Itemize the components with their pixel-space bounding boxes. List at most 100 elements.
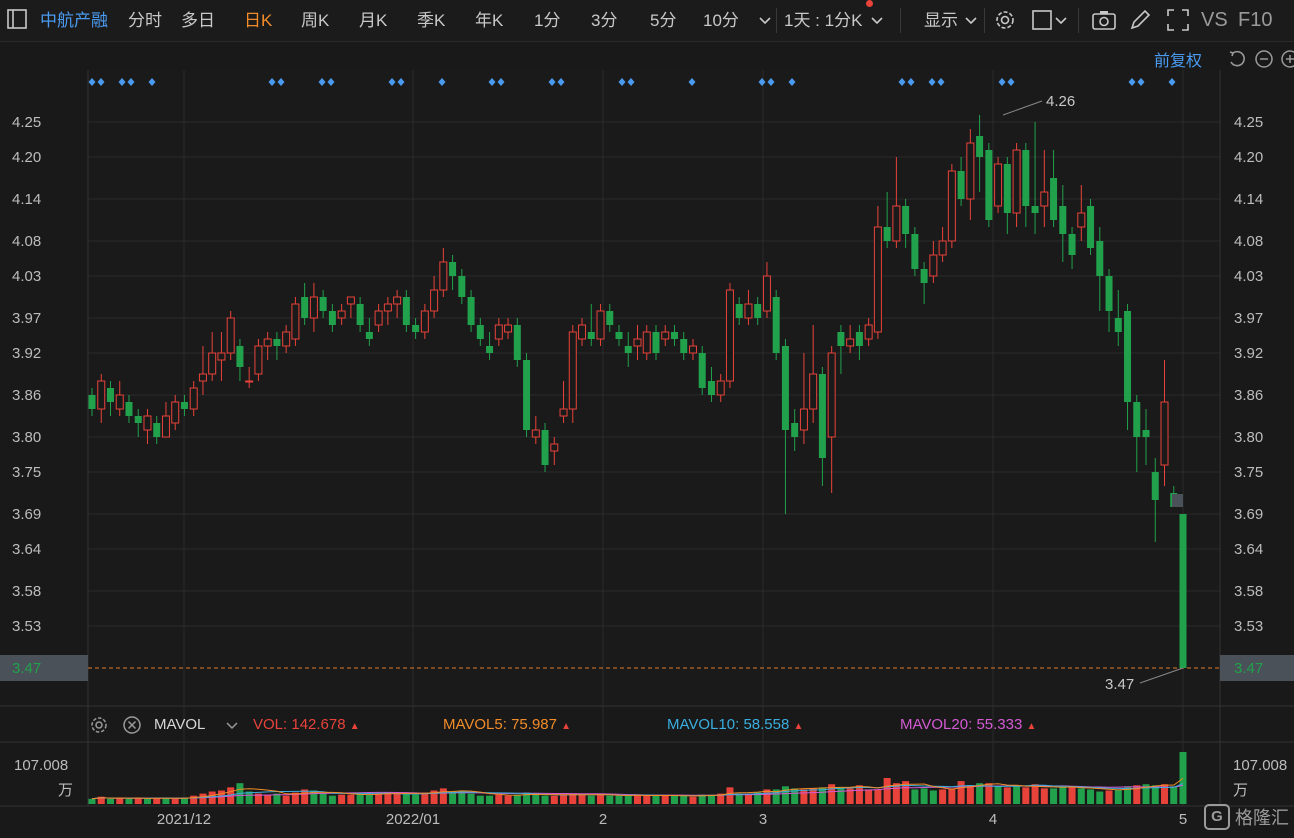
volume-bar [375, 793, 383, 804]
volume-bar [143, 798, 151, 804]
period-tab-6[interactable]: 年K [475, 11, 504, 30]
candle [799, 353, 808, 444]
volume-bar [883, 778, 891, 804]
volume-indicator-select[interactable]: MAVOL [154, 716, 206, 733]
period-tab-8[interactable]: 3分 [591, 11, 618, 30]
y-tick-label-left: 3.80 [12, 429, 41, 446]
interval-select[interactable]: 1天 : 1分K [784, 11, 863, 30]
volume-bar [902, 781, 910, 804]
candle-body [1151, 472, 1159, 500]
volume-bar [606, 795, 614, 804]
volume-bar [828, 784, 836, 804]
period-tab-5[interactable]: 季K [417, 11, 446, 30]
reset-icon[interactable] [1227, 49, 1247, 69]
candle [523, 353, 531, 437]
candle-body [754, 304, 762, 318]
more-periods-chevron-icon[interactable] [756, 9, 780, 33]
candle [642, 325, 651, 360]
candle [1105, 269, 1113, 332]
period-tab-9[interactable]: 5分 [650, 11, 677, 30]
candle [476, 318, 484, 346]
settings-gear-icon[interactable] [993, 8, 1017, 32]
candle-body [328, 311, 336, 325]
indicator-chevron-icon[interactable] [224, 716, 240, 734]
display-menu[interactable]: 显示 [924, 11, 958, 30]
candle-body [319, 297, 327, 311]
volume-bar [541, 795, 549, 804]
y-tick-label-right: 4.14 [1234, 191, 1263, 208]
volume-bar [800, 789, 808, 804]
y-tick-label-right: 4.03 [1234, 268, 1263, 285]
candle-body [846, 338, 855, 347]
candle-body [263, 338, 272, 347]
camera-icon[interactable] [1091, 8, 1116, 32]
signal-diamond-icon [618, 78, 626, 86]
candle-body [559, 408, 568, 417]
zoom-in-icon[interactable] [1280, 49, 1294, 69]
volume-bar [846, 788, 854, 804]
candle [688, 339, 697, 360]
period-tab-7[interactable]: 1分 [534, 11, 561, 30]
candle [624, 332, 632, 367]
candle [1050, 150, 1058, 227]
candle [966, 129, 975, 220]
candle [578, 318, 587, 346]
toolbar-separator [984, 8, 985, 33]
candle-body [88, 395, 96, 409]
candle [486, 332, 494, 360]
layout-square-icon[interactable] [1031, 8, 1055, 32]
signal-diamond-icon [998, 78, 1006, 86]
period-tab-2[interactable]: 日K [244, 11, 273, 30]
volume-bar [976, 783, 984, 804]
y-tick-label-left: 4.08 [12, 233, 41, 250]
y-tick-label-right: 3.64 [1234, 541, 1263, 558]
volume-bar [791, 788, 799, 804]
price-panel [88, 70, 1220, 706]
y-tick-label-right: 3.75 [1234, 464, 1263, 481]
kline-chart[interactable]: 4.25 4.25 4.20 4.20 4.14 4.14 4.08 4.08 4.03 4.03… [0, 41, 1294, 838]
period-tab-3[interactable]: 周K [301, 11, 330, 30]
signal-diamond-icon [1137, 78, 1145, 86]
period-tab-0[interactable]: 分时 [128, 11, 162, 30]
volume-bar [837, 787, 845, 804]
volume-bar [356, 793, 364, 804]
zoom-out-icon[interactable] [1254, 49, 1274, 69]
high-annotation-line [1002, 100, 1043, 116]
volume-settings-gear-icon[interactable] [89, 715, 109, 735]
layout-chevron-icon[interactable] [1054, 9, 1078, 33]
candle-body [171, 401, 180, 424]
volume-bar [1022, 787, 1030, 804]
fullscreen-icon[interactable] [1166, 8, 1190, 32]
price-adjust-select[interactable]: 前复权 [1154, 53, 1203, 70]
f10-button[interactable]: F10 [1238, 9, 1273, 31]
candle [550, 437, 559, 465]
candle [707, 367, 715, 402]
volume-bar [495, 794, 503, 804]
candle-body [791, 423, 799, 437]
period-tab-10[interactable]: 10分 [703, 11, 739, 30]
candle-body [513, 325, 521, 360]
candle-body [383, 303, 392, 312]
signal-diamond-icon [788, 78, 796, 86]
volume-bar [1059, 787, 1067, 804]
vs-compare-button[interactable]: VS [1201, 9, 1228, 31]
volume-bar [587, 795, 595, 804]
candle [1040, 150, 1049, 227]
candle [309, 283, 318, 332]
volume-bar [809, 788, 817, 804]
sidebar-toggle-icon[interactable] [6, 8, 30, 32]
interval-chevron-icon[interactable] [868, 9, 892, 33]
volume-bar [190, 795, 198, 804]
stock-name[interactable]: 中航产融 [40, 11, 108, 30]
candle-body [615, 332, 623, 339]
volume-bar [310, 790, 318, 804]
pencil-draw-icon[interactable] [1128, 8, 1152, 32]
ma10-label: MAVOL10: [667, 716, 740, 733]
volume-close-icon[interactable] [122, 715, 142, 735]
period-tab-4[interactable]: 月K [359, 11, 388, 30]
candle-body [309, 296, 318, 319]
candle [161, 402, 170, 438]
period-tab-1[interactable]: 多日 [181, 11, 215, 30]
display-chevron-icon[interactable] [962, 9, 986, 33]
signal-diamond-icon [1007, 78, 1015, 86]
